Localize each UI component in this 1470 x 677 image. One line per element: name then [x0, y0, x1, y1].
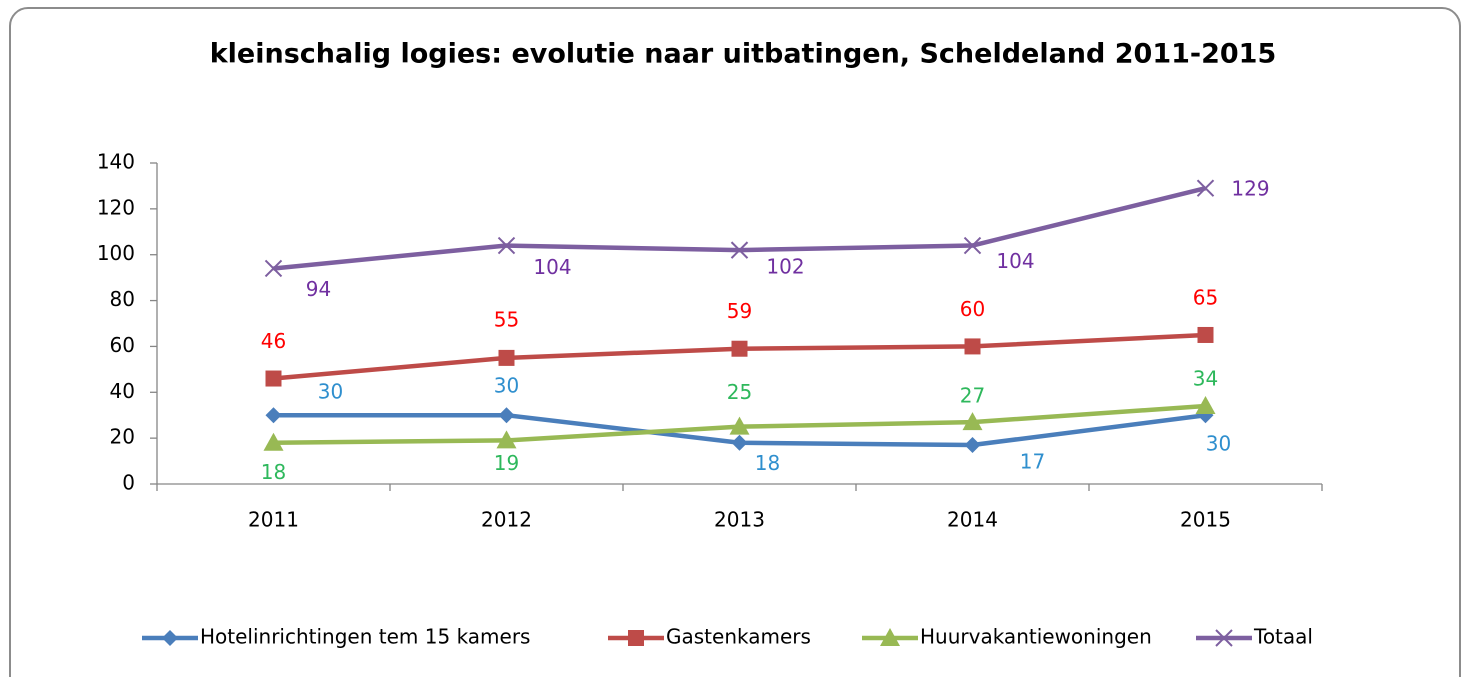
chart-title: kleinschalig logies: evolutie naar uitba…	[210, 39, 1277, 70]
data-label: 59	[727, 299, 752, 323]
data-point	[964, 437, 981, 454]
data-label: 65	[1193, 285, 1218, 309]
data-point	[498, 349, 515, 366]
data-label: 18	[261, 460, 286, 484]
y-tick-label: 140	[97, 150, 135, 174]
legend-label: Gastenkamers	[666, 625, 811, 649]
data-point	[497, 236, 516, 255]
data-label: 102	[766, 255, 804, 279]
y-tick-label: 0	[122, 471, 135, 495]
legend-label: Hotelinrichtingen tem 15 kamers	[200, 625, 530, 649]
x-tick-label: 2015	[1180, 508, 1231, 532]
data-label: 18	[755, 451, 780, 475]
x-tick-label: 2012	[481, 508, 532, 532]
legend-marker	[628, 630, 644, 646]
legend-marker	[162, 630, 178, 646]
legend-marker	[1215, 629, 1233, 647]
data-label: 27	[960, 384, 985, 408]
data-point	[263, 432, 284, 451]
x-tick-label: 2014	[947, 508, 998, 532]
data-point	[1195, 396, 1216, 415]
data-point	[265, 407, 282, 424]
data-label: 34	[1193, 367, 1218, 391]
data-label: 30	[318, 380, 343, 404]
data-point	[496, 430, 517, 449]
data-label: 60	[960, 297, 985, 321]
y-tick-label: 20	[110, 425, 135, 449]
data-point	[962, 412, 983, 431]
y-tick-label: 100	[97, 241, 135, 265]
data-point	[1197, 326, 1214, 343]
data-point	[265, 370, 282, 387]
y-tick-label: 60	[110, 333, 135, 357]
y-tick-label: 80	[110, 287, 135, 311]
y-tick-label: 120	[97, 195, 135, 219]
legend-label: Huurvakantiewoningen	[920, 625, 1152, 649]
data-label: 104	[533, 255, 571, 279]
data-label: 94	[306, 277, 331, 301]
data-label: 30	[1206, 432, 1231, 456]
data-point	[963, 236, 982, 255]
data-label: 46	[261, 329, 286, 353]
data-label: 25	[727, 380, 752, 404]
data-point	[731, 340, 748, 357]
data-point	[730, 241, 749, 259]
legend-marker	[880, 628, 900, 646]
legend-label: Totaal	[1253, 625, 1313, 649]
data-label: 17	[1020, 450, 1045, 474]
data-label: 19	[494, 451, 519, 475]
data-point	[731, 434, 748, 451]
data-label: 129	[1231, 177, 1269, 201]
data-label: 30	[494, 374, 519, 398]
data-label: 104	[996, 249, 1034, 273]
data-point	[1196, 179, 1215, 197]
data-point	[498, 407, 515, 424]
x-tick-label: 2013	[714, 508, 765, 532]
x-tick-label: 2011	[248, 508, 299, 532]
data-point	[964, 338, 981, 355]
data-point	[264, 259, 283, 278]
data-label: 55	[494, 307, 519, 331]
data-point	[729, 416, 750, 435]
y-tick-label: 40	[110, 379, 135, 403]
